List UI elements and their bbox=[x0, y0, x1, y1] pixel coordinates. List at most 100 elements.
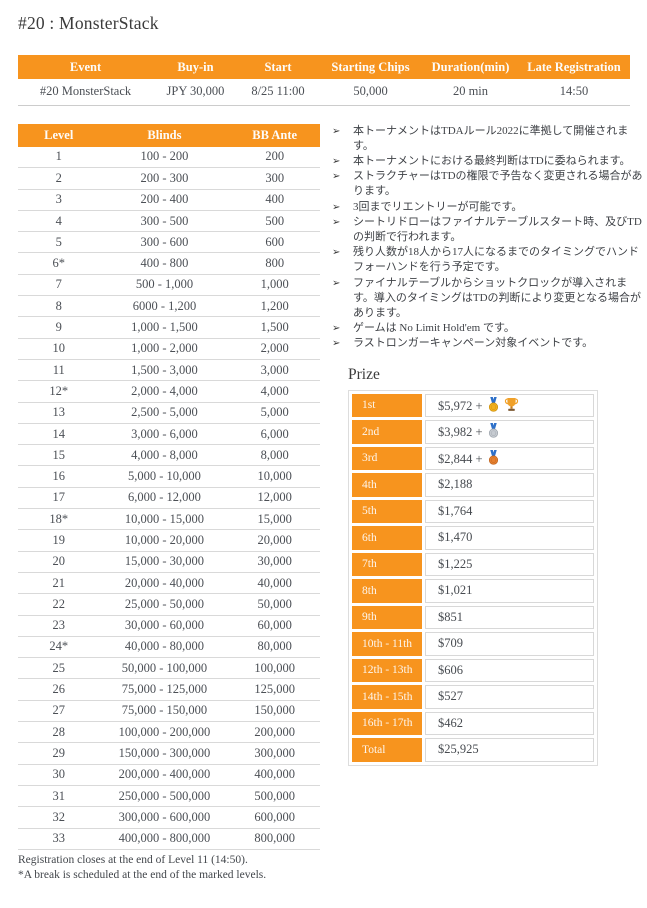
blinds-row: 4 300 - 500 500 bbox=[18, 210, 320, 233]
blinds-header: Blinds bbox=[99, 123, 230, 147]
bb-ante-cell: 200 bbox=[229, 146, 320, 169]
prize-amount-text: $3,982 + bbox=[438, 425, 483, 440]
prize-amount-cell: $2,188 bbox=[425, 473, 594, 497]
blinds-cell: 50,000 - 100,000 bbox=[99, 657, 230, 680]
event-header: Event bbox=[18, 55, 153, 79]
blinds-row: 11 1,500 - 3,000 3,000 bbox=[18, 359, 320, 382]
prize-amount-text: $851 bbox=[438, 609, 463, 624]
arrow-bullet-icon: ➢ bbox=[332, 247, 341, 259]
blinds-cell: 400,000 - 800,000 bbox=[99, 828, 230, 850]
prize-amount-cell: $1,764 bbox=[425, 499, 594, 524]
bronze-medal-icon bbox=[488, 449, 498, 465]
blinds-row: 13 2,500 - 5,000 5,000 bbox=[18, 402, 320, 424]
level-cell: 33 bbox=[18, 828, 100, 850]
blinds-row: 15 4,000 - 8,000 8,000 bbox=[18, 444, 320, 467]
level-cell: 8 bbox=[18, 295, 100, 318]
blinds-cell: 300 - 600 bbox=[99, 231, 230, 254]
blinds-row: 21 20,000 - 40,000 40,000 bbox=[18, 572, 320, 595]
blinds-row: 1 100 - 200 200 bbox=[18, 146, 320, 169]
content-columns: Level Blinds BB Ante 1 100 - 200 200 2 200 -… bbox=[18, 123, 647, 884]
blinds-cell: 200,000 - 400,000 bbox=[99, 764, 230, 786]
buyin-header: Buy-in bbox=[153, 55, 238, 79]
bb-ante-cell: 600 bbox=[229, 231, 320, 254]
blinds-column: Level Blinds BB Ante 1 100 - 200 200 2 200 -… bbox=[18, 123, 320, 884]
blinds-cell: 20,000 - 40,000 bbox=[99, 572, 230, 595]
blinds-row: 30 200,000 - 400,000 400,000 bbox=[18, 764, 320, 786]
event-info-header-row: Event Buy-in Start Starting Chips Durati… bbox=[18, 55, 630, 79]
blinds-cell: 1,000 - 2,000 bbox=[99, 338, 230, 360]
blinds-cell: 10,000 - 15,000 bbox=[99, 508, 230, 531]
blinds-row: 24* 40,000 - 80,000 80,000 bbox=[18, 636, 320, 659]
rule-text: 3回までリエントリーが可能です。 bbox=[353, 200, 523, 213]
level-cell: 18* bbox=[18, 508, 100, 531]
prize-amount-text: $527 bbox=[438, 689, 463, 704]
blinds-cell: 400 - 800 bbox=[99, 252, 230, 275]
blinds-cell: 10,000 - 20,000 bbox=[99, 529, 230, 552]
level-cell: 30 bbox=[18, 764, 100, 786]
blinds-row: 32 300,000 - 600,000 600,000 bbox=[18, 806, 320, 829]
prize-row: 2nd $3,982 + bbox=[352, 420, 594, 444]
blinds-row: 33 400,000 - 800,000 800,000 bbox=[18, 828, 320, 850]
blinds-table-body: 1 100 - 200 200 2 200 - 300 300 3 200 - 400 400 4… bbox=[18, 146, 320, 850]
blinds-row: 9 1,000 - 1,500 1,500 bbox=[18, 316, 320, 339]
bb-ante-cell: 80,000 bbox=[229, 636, 320, 659]
rules-and-prize-column: ➢ 本トーナメントはTDAルール2022に準拠して開催されます。 ➢ 本トーナメントに… bbox=[332, 124, 645, 766]
bb-ante-cell: 8,000 bbox=[229, 444, 320, 467]
late-registration-header: Late Registration bbox=[518, 55, 630, 79]
bb-ante-cell: 12,000 bbox=[229, 487, 320, 510]
rule-text: 本トーナメントはTDAルール2022に準拠して開催されます。 bbox=[353, 124, 629, 152]
prize-place-cell: 7th bbox=[352, 552, 422, 577]
bb-ante-cell: 1,500 bbox=[229, 316, 320, 339]
prize-place-cell: 12th - 13th bbox=[352, 658, 422, 683]
prize-place-cell: 10th - 11th bbox=[352, 632, 422, 656]
blinds-row: 18* 10,000 - 15,000 15,000 bbox=[18, 508, 320, 531]
blinds-row: 14 3,000 - 6,000 6,000 bbox=[18, 423, 320, 446]
level-cell: 1 bbox=[18, 146, 100, 169]
rule-item: ➢ 本トーナメントにおける最終判断はTDに委ねられます。 bbox=[332, 154, 645, 169]
blinds-row: 5 300 - 600 600 bbox=[18, 231, 320, 254]
bb-ante-cell: 800 bbox=[229, 252, 320, 275]
blinds-cell: 75,000 - 125,000 bbox=[99, 678, 230, 701]
rule-item: ➢ ラストロンガーキャンペーン対象イベントです。 bbox=[332, 336, 645, 351]
bb-ante-cell: 40,000 bbox=[229, 572, 320, 595]
bb-ante-header: BB Ante bbox=[229, 123, 320, 147]
prize-place-cell: 2nd bbox=[352, 420, 422, 444]
bb-ante-cell: 400,000 bbox=[229, 764, 320, 786]
level-cell: 27 bbox=[18, 700, 100, 723]
bb-ante-cell: 400 bbox=[229, 189, 320, 211]
prize-row: 5th $1,764 bbox=[352, 499, 594, 524]
blinds-row: 22 25,000 - 50,000 50,000 bbox=[18, 593, 320, 616]
arrow-bullet-icon: ➢ bbox=[332, 171, 341, 183]
level-cell: 26 bbox=[18, 678, 100, 701]
bb-ante-cell: 500,000 bbox=[229, 785, 320, 808]
prize-amount-cell: $606 bbox=[425, 658, 594, 683]
blinds-cell: 3,000 - 6,000 bbox=[99, 423, 230, 446]
blinds-cell: 150,000 - 300,000 bbox=[99, 742, 230, 765]
blinds-row: 6* 400 - 800 800 bbox=[18, 252, 320, 275]
prize-amount-text: $1,470 bbox=[438, 530, 473, 545]
prize-amount-cell: $1,225 bbox=[425, 552, 594, 577]
blinds-cell: 25,000 - 50,000 bbox=[99, 593, 230, 616]
blinds-row: 12* 2,000 - 4,000 4,000 bbox=[18, 380, 320, 403]
prize-place-cell: Total bbox=[352, 738, 422, 762]
blinds-row: 3 200 - 400 400 bbox=[18, 189, 320, 211]
blinds-row: 2 200 - 300 300 bbox=[18, 167, 320, 190]
blinds-row: 27 75,000 - 150,000 150,000 bbox=[18, 700, 320, 723]
level-header: Level bbox=[18, 123, 100, 147]
bb-ante-cell: 6,000 bbox=[229, 423, 320, 446]
event-info-value-row: #20 MonsterStack JPY 30,000 8/25 11:00 5… bbox=[18, 79, 630, 106]
bb-ante-cell: 100,000 bbox=[229, 657, 320, 680]
start-header: Start bbox=[238, 55, 318, 79]
blinds-cell: 75,000 - 150,000 bbox=[99, 700, 230, 723]
blinds-cell: 250,000 - 500,000 bbox=[99, 785, 230, 808]
level-cell: 28 bbox=[18, 721, 100, 744]
bb-ante-cell: 300,000 bbox=[229, 742, 320, 765]
prize-amount-text: $709 bbox=[438, 636, 463, 651]
arrow-bullet-icon: ➢ bbox=[332, 277, 341, 289]
prize-table: 1st $5,972 + 2nd $3,982 + 3rd $2,844 + 4th $2,1… bbox=[348, 389, 598, 766]
event-info-table: Event Buy-in Start Starting Chips Durati… bbox=[18, 55, 630, 106]
prize-amount-cell: $709 bbox=[425, 632, 594, 656]
duration-header: Duration(min) bbox=[423, 55, 518, 79]
bb-ante-cell: 5,000 bbox=[229, 402, 320, 424]
